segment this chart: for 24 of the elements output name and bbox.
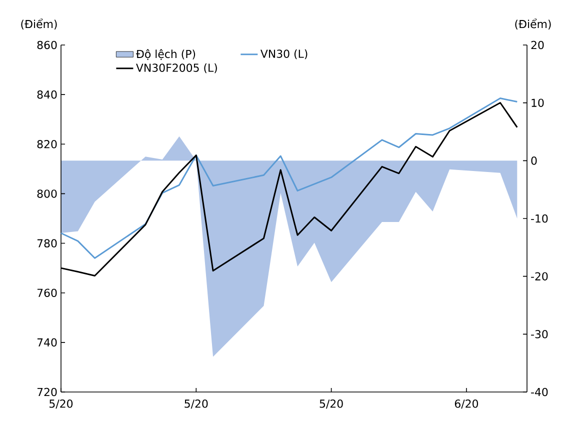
legend-label: VN30F2005 (L) (136, 63, 217, 74)
legend-label: VN30 (L) (260, 49, 308, 60)
y-tick-label: 820 (37, 140, 57, 148)
y2-tick-label: -30 (531, 330, 548, 338)
x-tick-label: 6/20 (454, 400, 478, 409)
x-tick-label: 5/20 (50, 400, 73, 409)
y-tick-label: 840 (37, 90, 57, 99)
y-tick-label: 860 (37, 40, 57, 50)
y2-axis-title: (Điểm) (515, 18, 551, 30)
y-tick-label: 720 (37, 388, 57, 396)
x-tick-label: 5/20 (184, 400, 208, 409)
y-tick-label: 800 (37, 190, 57, 198)
y2-tick-label: 20 (531, 40, 544, 50)
y-tick-label: 780 (37, 239, 57, 248)
y2-tick-label: -20 (531, 272, 548, 280)
y-tick-label: 740 (37, 338, 57, 347)
y2-tick-label: -40 (531, 388, 548, 396)
y2-tick-label: 10 (532, 98, 544, 107)
legend-label: Độ lệch (P) (136, 49, 196, 60)
y-tick-label: 760 (37, 288, 57, 297)
x-tick-label: 5/20 (320, 400, 343, 409)
y-axis-title: (Điểm) (21, 18, 57, 30)
y2-tick-label: 0 (531, 156, 537, 165)
y2-tick-label: -10 (531, 214, 548, 223)
